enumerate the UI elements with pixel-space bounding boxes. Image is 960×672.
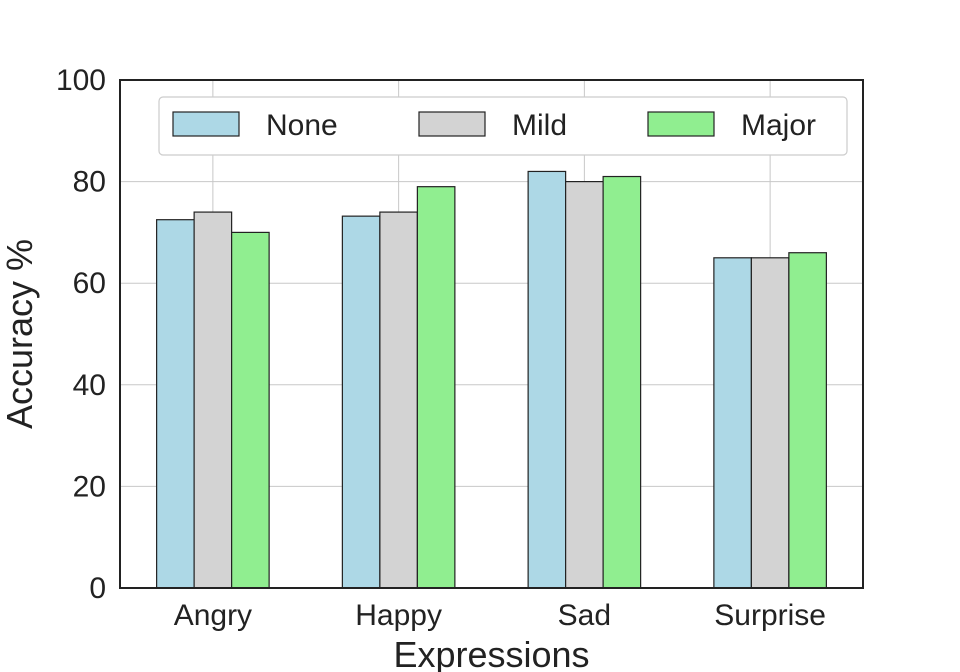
y-axis-ticks: 0 20 40 60 80 100 xyxy=(56,64,106,605)
legend-swatch-none xyxy=(172,111,240,137)
bar-major-angry xyxy=(231,231,270,589)
y-tick-label: 0 xyxy=(89,572,106,605)
y-tick-label: 100 xyxy=(56,64,106,97)
legend-swatch-major xyxy=(647,111,715,137)
legend: None Mild Major xyxy=(158,96,848,156)
y-tick-label: 80 xyxy=(73,166,106,199)
legend-label-major: Major xyxy=(741,109,816,142)
bar-none-sad xyxy=(527,170,567,589)
legend-label-none: None xyxy=(266,109,338,142)
y-tick-label: 40 xyxy=(73,369,106,402)
bar-major-happy xyxy=(416,186,456,589)
y-tick-label: 60 xyxy=(73,267,106,300)
x-tick-label: Surprise xyxy=(714,599,826,632)
legend-label-mild: Mild xyxy=(512,109,567,142)
bar-none-surprise xyxy=(713,257,752,589)
bar-mild-happy xyxy=(379,211,418,589)
legend-swatch-mild xyxy=(418,111,486,137)
bars xyxy=(156,170,827,589)
x-axis-ticks: Angry Happy Sad Surprise xyxy=(174,599,826,632)
bar-mild-surprise xyxy=(750,257,790,589)
bar-major-sad xyxy=(602,175,642,589)
x-axis-title: Expressions xyxy=(393,634,589,672)
y-tick-label: 20 xyxy=(73,470,106,503)
x-tick-label: Angry xyxy=(174,599,252,632)
x-tick-label: Happy xyxy=(355,599,442,632)
bar-none-happy xyxy=(341,215,381,589)
bar-major-surprise xyxy=(788,252,827,589)
bar-mild-angry xyxy=(193,211,233,589)
plot-frame xyxy=(119,79,864,589)
bar-none-angry xyxy=(156,219,195,589)
x-tick-label: Sad xyxy=(558,599,611,632)
bar-mild-sad xyxy=(565,181,604,589)
y-axis-title: Accuracy % xyxy=(0,239,40,429)
